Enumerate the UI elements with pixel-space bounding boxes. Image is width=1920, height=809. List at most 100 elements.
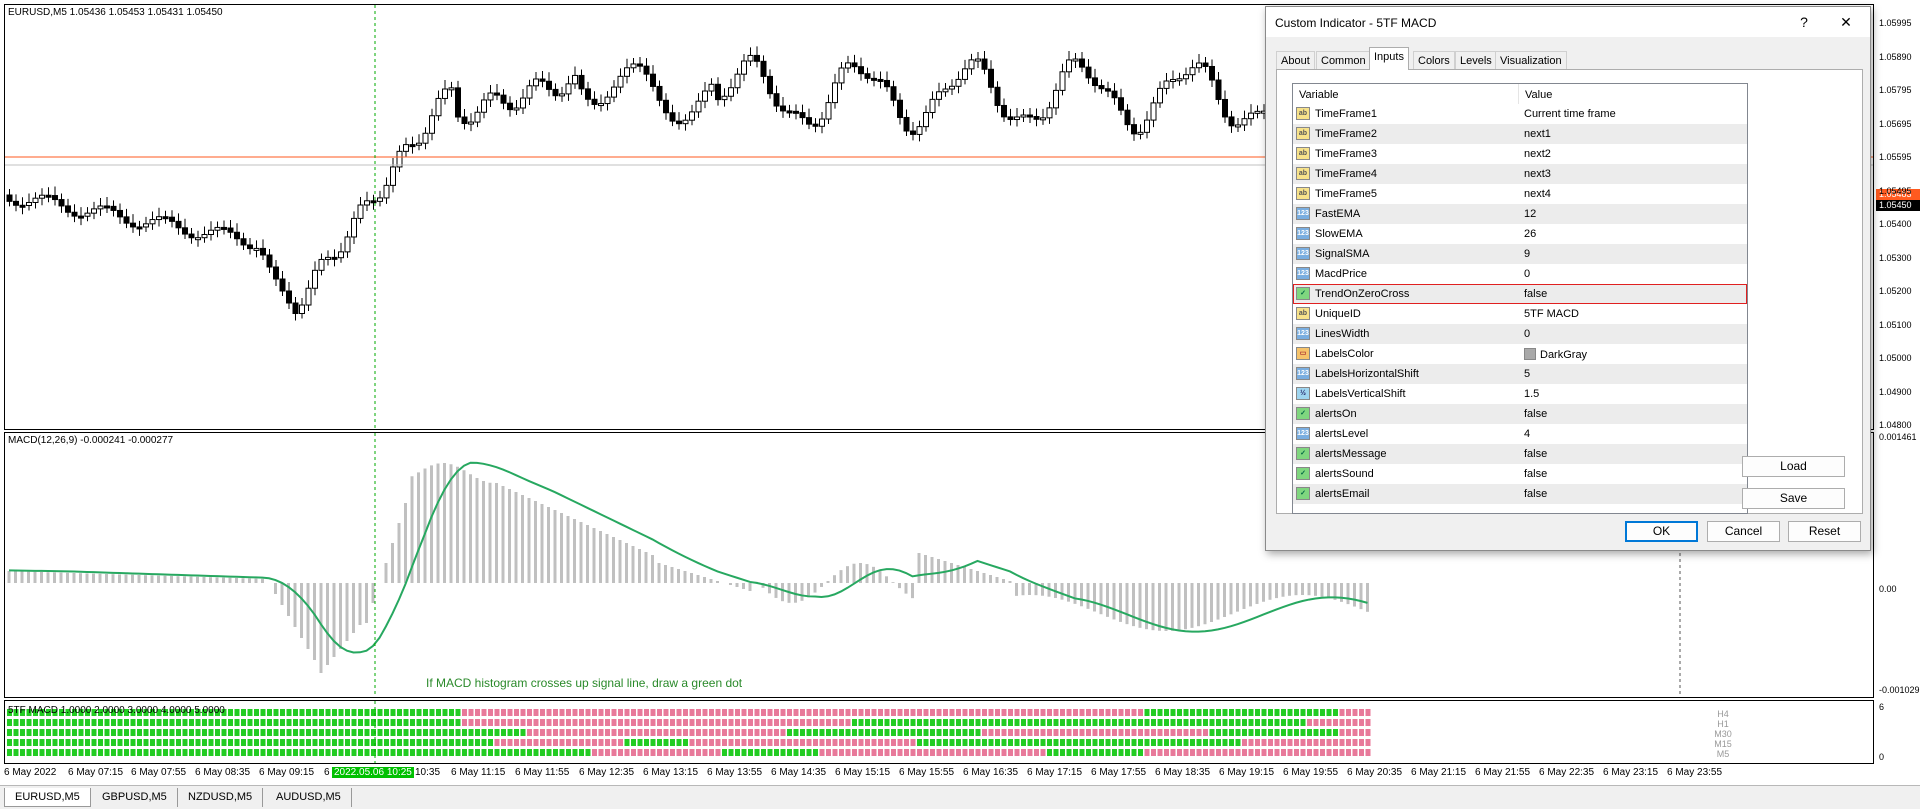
tf-dot	[1170, 739, 1176, 746]
input-value[interactable]: false	[1524, 468, 1548, 480]
tab-inputs[interactable]: Inputs	[1369, 47, 1409, 70]
time-axis-label: 6 May 23:55	[1667, 767, 1723, 778]
input-value[interactable]: next4	[1524, 188, 1551, 200]
tf-dot	[806, 739, 812, 746]
input-row[interactable]: 123 SignalSMA 9	[1293, 244, 1747, 264]
input-row[interactable]: ab TimeFrame3 next2	[1293, 144, 1747, 164]
input-value[interactable]: 5TF MACD	[1524, 308, 1579, 320]
input-row[interactable]: ✓ alertsEmail false	[1293, 484, 1747, 504]
tf-dot	[1073, 719, 1078, 726]
input-value[interactable]: 0	[1524, 328, 1531, 340]
input-value[interactable]: next2	[1524, 148, 1551, 160]
input-row[interactable]: 123 LabelsHorizontalShift 5	[1293, 364, 1747, 384]
tab-levels[interactable]: Levels	[1455, 51, 1497, 69]
input-row[interactable]: 123 LinesWidth 0	[1293, 324, 1747, 344]
load-button[interactable]: Load	[1742, 456, 1845, 477]
input-value[interactable]: Current time frame	[1524, 108, 1616, 120]
tf-dot	[462, 719, 467, 726]
tf-dot	[1281, 739, 1286, 746]
chart-tab-gbpusd[interactable]: GBPUSD,M5	[92, 788, 178, 807]
column-header-variable[interactable]: Variable	[1293, 84, 1519, 104]
input-row[interactable]: 123 FastEMA 12	[1293, 204, 1747, 224]
tf-dot	[293, 739, 298, 746]
chart-tab-eurusd[interactable]: EURUSD,M5	[4, 788, 91, 807]
tf-dot	[592, 739, 597, 746]
close-icon[interactable]: ✕	[1840, 14, 1852, 30]
tf-dot	[137, 749, 142, 756]
input-row[interactable]: ab TimeFrame4 next3	[1293, 164, 1747, 184]
tf-dot	[936, 719, 942, 726]
candle-body	[741, 60, 747, 75]
input-value[interactable]: next3	[1524, 168, 1551, 180]
input-value[interactable]: 4	[1524, 428, 1531, 440]
input-row[interactable]: ✓ alertsSound false	[1293, 464, 1747, 484]
input-row[interactable]: ▭ LabelsColor DarkGray	[1293, 344, 1747, 364]
input-value[interactable]: false	[1524, 288, 1548, 300]
tf-dot	[533, 739, 539, 746]
tf-dot	[1365, 749, 1371, 756]
input-row[interactable]: ✓ alertsMessage false	[1293, 444, 1747, 464]
input-value[interactable]: 0	[1524, 268, 1531, 280]
tf-dot	[878, 729, 883, 736]
input-value[interactable]: DarkGray	[1524, 348, 1587, 361]
tab-common[interactable]: Common	[1316, 51, 1371, 69]
input-row[interactable]: ½ LabelsVerticalShift 1.5	[1293, 384, 1747, 404]
macd-histogram-chart[interactable]	[5, 433, 1874, 698]
candle-body	[110, 205, 117, 211]
candle-body	[1014, 116, 1020, 121]
tf-dot	[163, 709, 168, 716]
tf-dot	[345, 749, 350, 756]
tf-macd-pane[interactable]: 5TF MACD 1.0000 2.0000 3.0000 4.0000 5.0…	[4, 700, 1874, 764]
tab-visualization[interactable]: Visualization	[1495, 51, 1567, 69]
tf-macd-dot-matrix[interactable]	[5, 701, 1874, 764]
input-value[interactable]: 26	[1524, 228, 1537, 240]
input-value[interactable]: 1.5	[1524, 388, 1540, 400]
ok-button[interactable]: OK	[1625, 521, 1698, 542]
chart-tab-nzdusd[interactable]: NZDUSD,M5	[178, 788, 264, 807]
chart-tab-audusd[interactable]: AUDUSD,M5	[266, 788, 352, 807]
tf-dot	[208, 749, 214, 756]
tf-dot	[455, 739, 461, 746]
tf-dot	[1320, 709, 1325, 716]
input-row[interactable]: ✓ TrendOnZeroCross false	[1293, 284, 1747, 304]
column-header-value[interactable]: Value	[1519, 84, 1747, 104]
input-value[interactable]: 12	[1524, 208, 1537, 220]
tf-dot	[624, 729, 630, 736]
tf-dot	[403, 729, 409, 736]
input-value[interactable]: false	[1524, 488, 1548, 500]
candlestick-chart[interactable]	[5, 5, 1874, 430]
tab-about[interactable]: About	[1276, 51, 1315, 69]
tf-dot	[852, 719, 857, 726]
tf-dot	[1287, 729, 1293, 736]
save-button[interactable]: Save	[1742, 488, 1845, 509]
help-icon[interactable]: ?	[1800, 14, 1808, 30]
tf-dot	[481, 749, 487, 756]
input-row[interactable]: ab UniqueID 5TF MACD	[1293, 304, 1747, 324]
input-row[interactable]: ab TimeFrame5 next4	[1293, 184, 1747, 204]
input-row[interactable]: 123 alertsLevel 4	[1293, 424, 1747, 444]
candle-body	[130, 222, 136, 228]
cancel-button[interactable]: Cancel	[1707, 521, 1780, 542]
input-value[interactable]: next1	[1524, 128, 1551, 140]
input-value[interactable]: false	[1524, 448, 1548, 460]
tf-dot	[156, 709, 162, 716]
tab-colors[interactable]: Colors	[1413, 51, 1455, 69]
input-row[interactable]: ab TimeFrame1 Current time frame	[1293, 104, 1747, 124]
input-row[interactable]: ✓ alertsOn false	[1293, 404, 1747, 424]
input-row[interactable]: ab TimeFrame2 next1	[1293, 124, 1747, 144]
tf-dot	[637, 719, 643, 726]
tf-dot	[1261, 729, 1267, 736]
tf-dot	[605, 749, 610, 756]
input-value[interactable]: false	[1524, 408, 1548, 420]
candle-body	[695, 100, 702, 113]
candle-body	[1046, 107, 1053, 119]
dialog-titlebar[interactable]: Custom Indicator - 5TF MACD ? ✕	[1266, 7, 1870, 37]
tf-dot	[1320, 739, 1325, 746]
reset-button[interactable]: Reset	[1788, 521, 1861, 542]
inputs-grid[interactable]: Variable Value ab TimeFrame1 Current time …	[1292, 83, 1748, 514]
input-value[interactable]: 5	[1524, 368, 1531, 380]
input-row[interactable]: 123 SlowEMA 26	[1293, 224, 1747, 244]
input-row[interactable]: 123 MacdPrice 0	[1293, 264, 1747, 284]
tf-dot	[195, 719, 201, 726]
input-value[interactable]: 9	[1524, 248, 1531, 260]
